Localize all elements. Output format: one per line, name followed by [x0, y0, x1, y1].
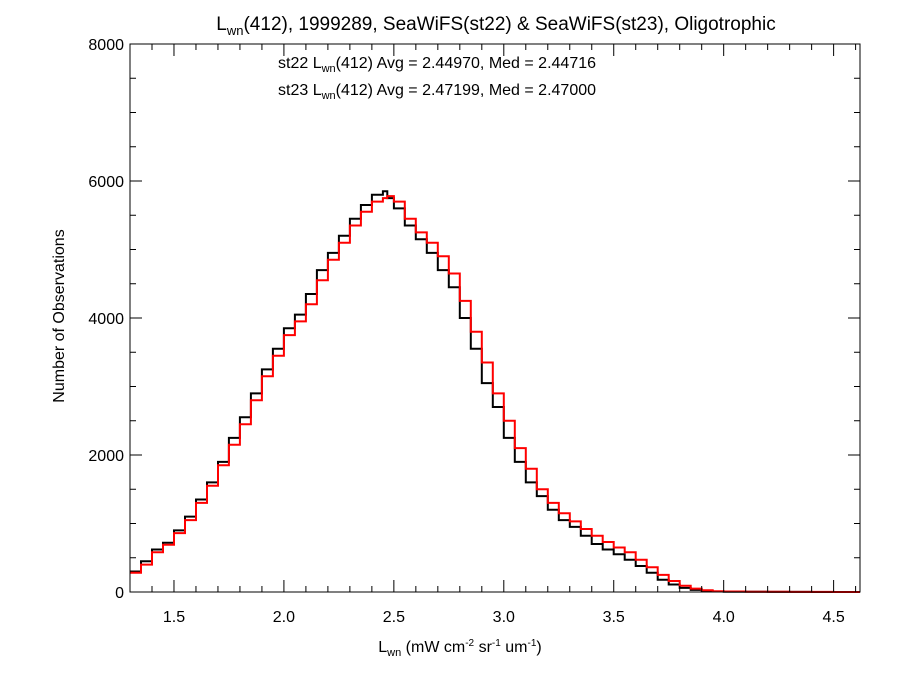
annotation-st22: st22 Lwn(412) Avg = 2.44970, Med = 2.447… — [278, 55, 596, 75]
x-axis-label: Lwn (mW cm-2 sr-1 um-1) — [378, 638, 541, 659]
x-tick-label-1.5: 1.5 — [163, 609, 185, 626]
x-tick-label-3.5: 3.5 — [603, 609, 625, 626]
x-tick-label-2.5: 2.5 — [383, 609, 405, 626]
series-line-st23 — [130, 195, 860, 593]
x-tick-labels: 1.5 2.0 2.5 3.0 3.5 4.0 4.5 — [163, 609, 845, 626]
y-tick-label-8000: 8000 — [88, 37, 124, 54]
chart-title: Lwn(412), 1999289, SeaWiFS(st22) & SeaWi… — [216, 14, 775, 38]
x-tick-label-4.0: 4.0 — [713, 609, 735, 626]
y-tick-label-6000: 6000 — [88, 174, 124, 191]
series-layer — [130, 190, 860, 593]
y-tick-label-4000: 4000 — [88, 311, 124, 328]
series-line-st22 — [130, 190, 860, 593]
y-tick-label-0: 0 — [115, 585, 124, 602]
plot-frame — [129, 43, 861, 593]
x-tick-label-3.0: 3.0 — [493, 609, 515, 626]
x-tick-label-2.0: 2.0 — [273, 609, 295, 626]
y-tick-labels: 0 2000 4000 6000 8000 — [88, 37, 124, 602]
y-tick-label-2000: 2000 — [88, 448, 124, 465]
axes-layer — [129, 43, 861, 593]
x-tick-label-4.5: 4.5 — [822, 609, 844, 626]
y-axis-label: Number of Observations — [51, 229, 68, 402]
annotation-st23: st23 Lwn(412) Avg = 2.47199, Med = 2.470… — [278, 82, 596, 102]
